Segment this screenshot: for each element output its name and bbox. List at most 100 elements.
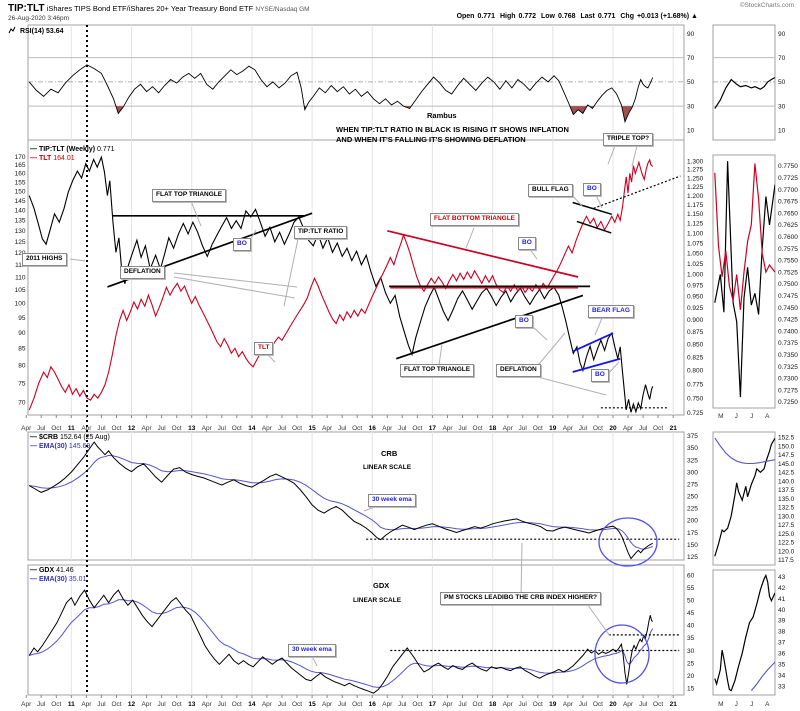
main-left-tick: 85 xyxy=(18,346,26,353)
main-inset-tick: 0.7450 xyxy=(778,305,798,312)
panel-border-rsiI xyxy=(712,24,776,141)
series-rsi-inset-line xyxy=(714,76,775,109)
callout-pointer xyxy=(173,276,296,299)
annotation-chart-icon xyxy=(8,26,16,34)
main-left-tick: 170 xyxy=(15,154,26,161)
callout-pointer xyxy=(607,145,616,165)
main-left-tick: 150 xyxy=(15,189,26,196)
callout-pointers xyxy=(69,145,638,667)
gdx-xlabel: Oct xyxy=(593,701,603,708)
gdx-line-path xyxy=(28,589,654,694)
main-inset-tlt-path xyxy=(714,163,775,310)
label-bo-2: BO xyxy=(518,237,536,250)
main-xlabel: Jul xyxy=(97,425,106,432)
main-xlabel: Apr xyxy=(322,425,333,432)
rsi-inset-line-path xyxy=(714,76,775,109)
gdx-xlabel: Oct xyxy=(232,701,242,708)
legend-crb: — $CRB 152.64 (25 Aug) xyxy=(30,434,110,441)
tip-tlt-ratio-path xyxy=(28,155,654,414)
rsi-tick: 70 xyxy=(687,55,695,62)
chg-label: Chg xyxy=(620,13,634,20)
gdx-xlabel: Apr xyxy=(563,701,574,708)
main-xlabel: Oct xyxy=(593,425,603,432)
main-xlabel: 17 xyxy=(429,425,437,432)
crb-inset-tick: 137.5 xyxy=(778,487,795,494)
main-xlabel: Apr xyxy=(503,425,514,432)
rsi-inset-tick: 10 xyxy=(778,128,786,135)
main-xlabel: Oct xyxy=(232,425,242,432)
gdx-xlabel: Jul xyxy=(37,701,46,708)
trendline-7 xyxy=(572,201,613,216)
crb-scale-label: LINEAR SCALE xyxy=(363,464,412,471)
label-tlt: TLT xyxy=(254,342,274,355)
legend-tip-tlt: — TIP:TLT (Weekly) 0.771 xyxy=(30,146,115,153)
main-xlabel: Oct xyxy=(412,425,422,432)
pm-stocks-note: PM STOCKS LEADIBG THE CRB INDEX HIGHER? xyxy=(440,592,602,605)
crb-inset-tick: 135.0 xyxy=(778,496,795,503)
main-left-tick: 165 xyxy=(15,162,26,169)
main-left-tick: 145 xyxy=(15,198,26,205)
tlt-value: 164.01 xyxy=(53,155,75,162)
main-right-tick: 0.850 xyxy=(687,342,704,349)
main-inset-tick: 0.7425 xyxy=(778,317,798,324)
main-right-tick: 0.800 xyxy=(687,368,704,375)
gdx-xlabel: Jul xyxy=(97,701,106,708)
ticker-description: iShares TIPS Bond ETF/iShares 20+ Year T… xyxy=(46,4,254,13)
gdx-xlabel: 18 xyxy=(489,701,497,708)
gdx-xlabel: Oct xyxy=(111,701,121,708)
callout-pointer xyxy=(311,655,318,667)
main-right-tick: 1.300 xyxy=(687,158,704,165)
crb-line-path xyxy=(28,441,653,560)
main-xlabel: 21 xyxy=(670,425,678,432)
main-inset-month: J xyxy=(750,413,753,420)
tlt-swatch: — TLT xyxy=(30,155,52,162)
main-xlabel: Apr xyxy=(623,425,634,432)
main-right-tick: 1.000 xyxy=(687,272,704,279)
main-left-tick: 70 xyxy=(18,399,26,406)
axis-labels: 1701651601551501451401351301251201151101… xyxy=(15,31,799,708)
main-xlabel: Oct xyxy=(111,425,121,432)
main-xlabel: Apr xyxy=(202,425,213,432)
gdx-inset-tick: 43 xyxy=(778,574,786,581)
main-inset-month: J xyxy=(735,413,738,420)
gdx-xlabel: 19 xyxy=(549,701,557,708)
main-inset-tick: 0.7600 xyxy=(778,234,798,241)
series-tip-tlt-ratio xyxy=(28,155,654,414)
gdx-ema-swatch: — EMA(30) xyxy=(30,576,67,583)
main-left-tick: 135 xyxy=(15,218,26,225)
callout-pointer xyxy=(594,317,603,336)
crb-inset-tick: 125.0 xyxy=(778,531,795,538)
rsi-oversold-fill xyxy=(569,106,587,115)
gdx-xlabel: Oct xyxy=(51,701,61,708)
main-inset-ratio-path xyxy=(714,161,775,398)
crb-ema-value: 145.69 xyxy=(68,443,91,450)
crb-inset-tick: 122.5 xyxy=(778,540,795,547)
main-xlabel: Apr xyxy=(262,425,273,432)
gdx-xlabel: Jul xyxy=(579,701,588,708)
rsi-label: RSI(14) xyxy=(19,28,45,35)
main-inset-tick: 0.7650 xyxy=(778,210,798,217)
label-deflation-2: DEFLATION xyxy=(496,364,541,377)
main-right-tick: 1.050 xyxy=(687,250,704,257)
tlt-overlay-path xyxy=(28,158,654,411)
gdx-xlabel: Oct xyxy=(172,701,182,708)
legend-crb-ema: — EMA(30) 145.69 xyxy=(30,443,90,450)
trendlines-layer xyxy=(86,25,681,695)
main-inset-tick: 0.7625 xyxy=(778,222,798,229)
label-flat-bottom-triangle: FLAT BOTTOM TRIANGLE xyxy=(430,213,519,226)
trendline-6 xyxy=(387,229,579,278)
main-xlabel: 19 xyxy=(549,425,557,432)
gdx-xlabel: Oct xyxy=(533,701,543,708)
rsi-inset-tick: 30 xyxy=(778,103,786,110)
crb-tick: 225 xyxy=(687,506,698,513)
gdx-inset-tick: 41 xyxy=(778,596,786,603)
main-xlabel: Apr xyxy=(442,425,453,432)
exchange-label: NYSE/Nasdaq GM xyxy=(255,6,310,13)
main-left-tick: 90 xyxy=(18,330,26,337)
panel-border-crb xyxy=(27,431,685,561)
crb-tick: 175 xyxy=(687,530,698,537)
label-bo-4: BO xyxy=(515,315,533,328)
gdx-xlabel: Jul xyxy=(398,701,407,708)
gdx-inset-month: A xyxy=(765,701,770,708)
